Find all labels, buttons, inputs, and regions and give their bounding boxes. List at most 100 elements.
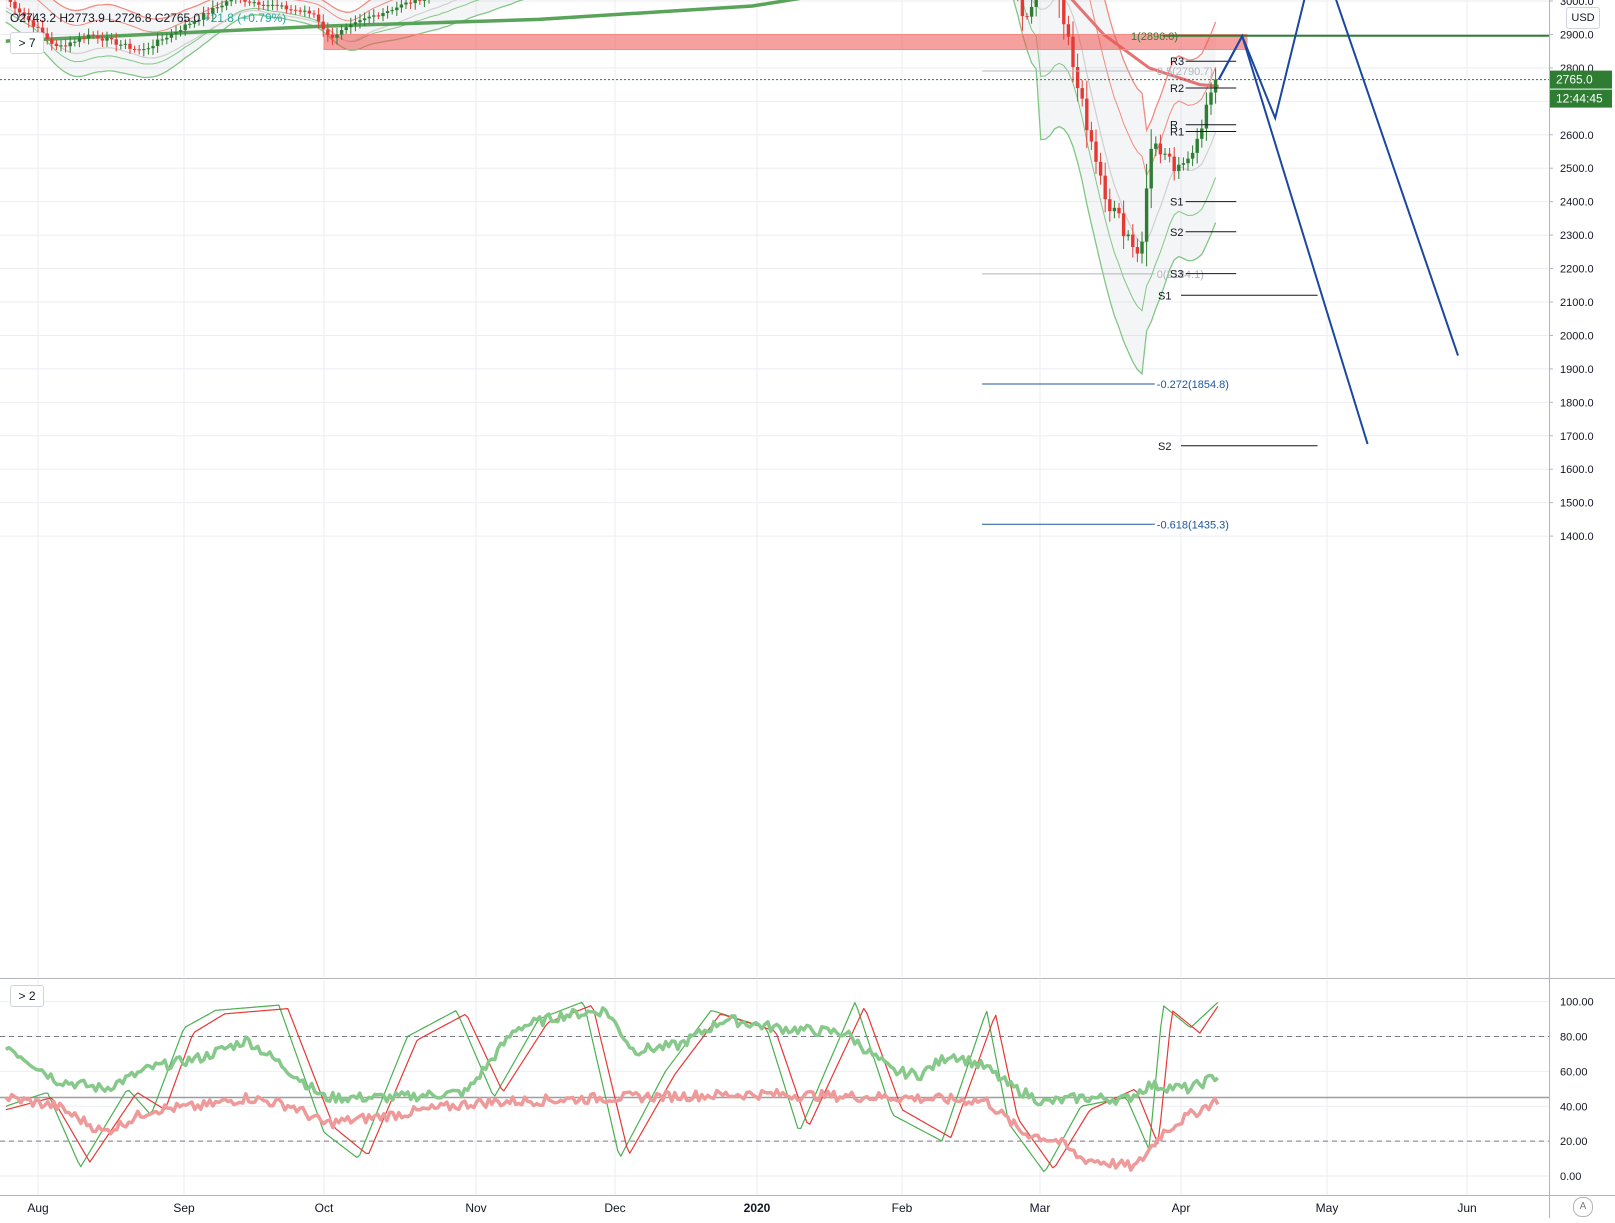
time-tick-label: Jun bbox=[1457, 1201, 1476, 1215]
oscillator-pane-indicators-toggle[interactable]: > 2 bbox=[10, 985, 44, 1007]
candle-body bbox=[1167, 153, 1172, 157]
candle-body bbox=[275, 4, 279, 6]
candle-body bbox=[1029, 6, 1034, 17]
price-tick-label: 1500.0 bbox=[1560, 498, 1594, 510]
candle-body bbox=[1177, 164, 1181, 172]
candle-body bbox=[77, 37, 82, 42]
osc-tick-label: 60.00 bbox=[1560, 1066, 1588, 1078]
price-tick-label: 2900.0 bbox=[1560, 29, 1594, 41]
candle-body bbox=[1186, 158, 1190, 164]
candle-body bbox=[201, 13, 206, 20]
candle-body bbox=[183, 24, 187, 31]
candle-body bbox=[91, 34, 95, 36]
candle-body bbox=[114, 39, 118, 45]
candle-body bbox=[155, 39, 160, 47]
candle-body bbox=[137, 49, 141, 51]
fibonacci-levels: 1.618(4146.0)1.272(3726.6)1(3396.8)0.786… bbox=[982, 31, 1229, 531]
candle-body bbox=[1154, 143, 1158, 149]
candle-body bbox=[399, 4, 404, 8]
candle-body bbox=[289, 9, 293, 11]
candle-body bbox=[335, 34, 339, 38]
ohlc-legend: O2743.2 H2773.9 L2726.8 C2765.0 +21.8 (+… bbox=[10, 11, 286, 25]
candle-body bbox=[151, 46, 155, 49]
osc-series-line bbox=[5, 1005, 1219, 1169]
price-tick-label: 1800.0 bbox=[1560, 397, 1594, 409]
candle-body bbox=[280, 5, 284, 7]
candle-body bbox=[270, 4, 275, 6]
candle-body bbox=[1204, 104, 1209, 129]
fib-label: 0(2184.1) bbox=[1157, 269, 1204, 281]
auto-scale-button[interactable]: A bbox=[1573, 1197, 1593, 1217]
candle-body bbox=[376, 15, 381, 17]
moving-average-short bbox=[1070, 0, 1219, 88]
pivot-label-weekly: S2 bbox=[1170, 227, 1183, 239]
candle-body bbox=[1131, 234, 1135, 248]
candle-body bbox=[31, 20, 36, 27]
time-tick-label: Sep bbox=[173, 1201, 195, 1215]
time-tick-label: Dec bbox=[604, 1201, 625, 1215]
candle-body bbox=[358, 20, 362, 23]
candle-body bbox=[372, 15, 376, 17]
price-tick-label: 2400.0 bbox=[1560, 197, 1594, 209]
candle-body bbox=[298, 10, 302, 12]
candle-body bbox=[1034, 0, 1038, 7]
osc-tick-label: 100.00 bbox=[1560, 997, 1594, 1009]
candle-body bbox=[100, 38, 105, 41]
supply-demand-zone bbox=[323, 33, 1248, 51]
price-tick-label: 2600.0 bbox=[1560, 130, 1594, 142]
grid-lines bbox=[0, 0, 1549, 1195]
fib-label: -0.618(1435.3) bbox=[1157, 519, 1229, 531]
candle-body bbox=[123, 43, 128, 45]
candle-body bbox=[215, 7, 220, 9]
candle-body bbox=[353, 22, 358, 25]
candle-body bbox=[197, 19, 201, 22]
candle-body bbox=[1195, 138, 1199, 153]
fib-label: 0.5(2790.7) bbox=[1157, 66, 1213, 78]
candle-body bbox=[160, 39, 164, 41]
candle-body bbox=[27, 16, 31, 21]
candle-body bbox=[86, 34, 91, 39]
candle-body bbox=[8, 0, 13, 2]
osc-series-line bbox=[5, 1001, 1219, 1173]
candle-body bbox=[1213, 79, 1218, 93]
candle-body bbox=[132, 48, 137, 50]
candle-body bbox=[54, 43, 59, 47]
time-tick-label: Nov bbox=[465, 1201, 486, 1215]
ohlc-open: O2743.2 bbox=[10, 11, 57, 25]
candle-body bbox=[293, 9, 298, 11]
candle-body bbox=[330, 34, 335, 38]
candle-body bbox=[1149, 148, 1153, 189]
main-pane-indicators-toggle[interactable]: > 7 bbox=[10, 32, 44, 54]
candle-body bbox=[109, 37, 114, 40]
candle-body bbox=[1020, 0, 1025, 17]
candle-body bbox=[119, 44, 123, 46]
pivot-label: S2 bbox=[1158, 441, 1171, 453]
osc-series-line bbox=[4, 1087, 1220, 1172]
price-tick-label: 2100.0 bbox=[1560, 297, 1594, 309]
bands bbox=[5, 0, 1248, 376]
price-tick-label: 2500.0 bbox=[1560, 163, 1594, 175]
oscillator: 0.00 20.00 40.00 60.00 80.00 100.00 bbox=[0, 997, 1594, 1183]
candle-body bbox=[1085, 98, 1089, 131]
projection-path bbox=[1217, 33, 1369, 445]
currency-badge[interactable]: USD bbox=[1566, 7, 1600, 29]
candle-body bbox=[1126, 234, 1130, 237]
fib-ext-label: 1(2896.0) bbox=[1131, 31, 1178, 43]
candle-body bbox=[381, 13, 385, 17]
lower-band-outer bbox=[5, 0, 1217, 376]
candle-body bbox=[1025, 16, 1029, 18]
candle-body bbox=[1108, 199, 1112, 212]
upper-band-outer bbox=[52, 0, 1217, 133]
candle-body bbox=[284, 5, 289, 10]
time-tick-label: Aug bbox=[27, 1201, 48, 1215]
price-tick-label: 1400.0 bbox=[1560, 531, 1594, 543]
price-tick-label: 3000.0 bbox=[1560, 0, 1594, 8]
candle-body bbox=[1094, 141, 1098, 162]
ohlc-low: L2726.8 bbox=[108, 11, 152, 25]
candle-body bbox=[229, 0, 233, 2]
time-tick-label: Apr bbox=[1172, 1201, 1191, 1215]
candle-body bbox=[174, 31, 178, 34]
candle-body bbox=[367, 16, 371, 19]
